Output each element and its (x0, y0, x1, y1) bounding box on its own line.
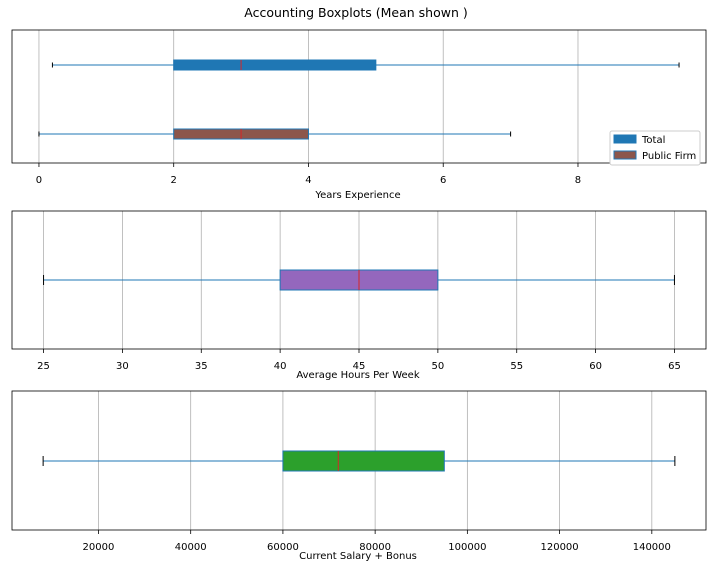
panel-2: 25 30 35 40 45 50 55 60 65 (11, 210, 707, 372)
x-tick-label: 80000 (359, 542, 391, 553)
box (173, 59, 377, 71)
x-tick-label: 50 (431, 361, 444, 372)
boxplot-total (51, 59, 680, 71)
x-tick-label: 30 (116, 361, 129, 372)
panel-1-legend: Total Public Firm (609, 130, 701, 166)
x-tick-label: 4 (305, 175, 311, 186)
panel-1: 0 2 4 6 8 (11, 29, 707, 186)
x-tick-label: 120000 (540, 542, 578, 553)
x-tick-label: 2 (171, 175, 177, 186)
figure-title: Accounting Boxplots (Mean shown ) (244, 5, 467, 20)
x-tick-label: 60 (589, 361, 602, 372)
panel-3: 20000 40000 60000 80000 100000 120000 140000 (11, 390, 707, 553)
boxplot-series-1 (43, 269, 675, 291)
x-tick-label: 55 (510, 361, 523, 372)
boxplot-public-firm (38, 128, 512, 140)
x-tick-label: 8 (575, 175, 581, 186)
legend-label-public-firm: Public Firm (642, 151, 696, 162)
x-tick-label: 40 (274, 361, 287, 372)
axes-frame (11, 29, 707, 164)
boxplot-series-1 (42, 450, 676, 472)
legend-swatch-public-firm (613, 150, 637, 160)
legend-swatch-total (613, 134, 637, 144)
panel-1-xlabel: Years Experience (314, 190, 400, 201)
x-tick-label: 100000 (448, 542, 486, 553)
axes-frame (11, 390, 707, 531)
x-tick-label: 45 (353, 361, 366, 372)
legend-label-total: Total (641, 135, 665, 146)
axes-frame (11, 210, 707, 350)
box (282, 450, 445, 472)
panel-3-xlabel: Current Salary + Bonus (299, 551, 417, 562)
x-tick-label: 0 (36, 175, 42, 186)
x-tick-label: 60000 (267, 542, 299, 553)
x-tick-label: 25 (37, 361, 50, 372)
x-tick-label: 140000 (633, 542, 671, 553)
x-tick-label: 20000 (83, 542, 115, 553)
x-tick-label: 65 (668, 361, 681, 372)
x-tick-label: 40000 (175, 542, 207, 553)
panel-2-xlabel: Average Hours Per Week (296, 370, 419, 381)
x-tick-label: 35 (195, 361, 208, 372)
x-tick-label: 6 (440, 175, 446, 186)
